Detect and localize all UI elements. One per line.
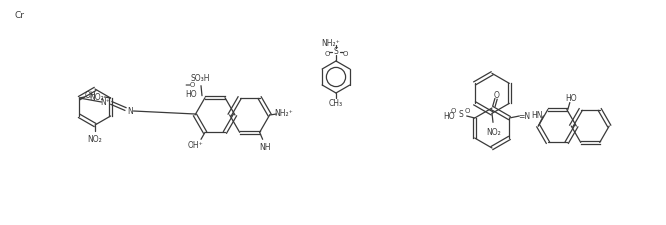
Text: NH₂⁺: NH₂⁺: [322, 39, 340, 48]
Text: O: O: [494, 90, 500, 99]
Text: =N: =N: [518, 112, 530, 121]
Text: =O: =O: [184, 81, 196, 87]
Text: NO₂: NO₂: [89, 92, 104, 101]
Text: HO: HO: [443, 112, 454, 121]
Text: NH₂⁺: NH₂⁺: [274, 109, 293, 118]
Text: NO₂: NO₂: [487, 127, 501, 136]
Text: HO: HO: [565, 94, 577, 103]
Text: OH⁺: OH⁺: [187, 140, 203, 149]
Text: O: O: [451, 108, 456, 113]
Text: HO: HO: [185, 90, 197, 99]
Text: O: O: [465, 108, 470, 113]
Text: O: O: [342, 51, 348, 57]
Text: Cr: Cr: [14, 11, 24, 20]
Text: O: O: [324, 51, 330, 57]
Text: CH₃: CH₃: [329, 99, 343, 108]
Text: SO₃H: SO₃H: [190, 74, 210, 83]
Text: HN: HN: [531, 111, 543, 120]
Text: OH: OH: [85, 91, 96, 100]
Text: S: S: [458, 110, 463, 119]
Text: S: S: [334, 47, 338, 56]
Text: N⁺: N⁺: [101, 98, 111, 107]
Text: NH: NH: [259, 142, 270, 151]
Text: NO₂: NO₂: [88, 135, 103, 144]
Text: N: N: [127, 107, 133, 116]
